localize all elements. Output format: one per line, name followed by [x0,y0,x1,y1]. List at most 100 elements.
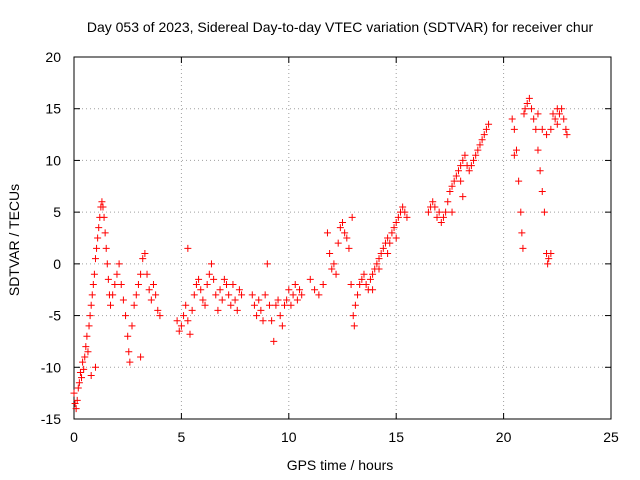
data-point [113,270,121,278]
data-point [93,244,101,252]
data-point [476,141,484,149]
data-point [429,198,437,206]
data-point [538,125,546,133]
data-point [461,151,469,159]
data-point [534,110,542,118]
x-axis-label: GPS time / hours [287,457,394,473]
data-point [457,162,465,170]
data-point [394,213,402,221]
data-point [199,296,207,304]
data-point [99,203,107,211]
data-point [306,275,314,283]
data-point [452,172,460,180]
y-tick-label: 0 [53,256,61,272]
data-point [478,136,486,144]
data-point [512,146,520,154]
y-axis-label: SDTVAR / TECUs [6,184,22,296]
data-point [523,100,531,108]
data-point [248,291,256,299]
data-point [72,405,80,413]
data-point [448,208,456,216]
data-point [238,291,246,299]
data-point [227,301,235,309]
data-point [203,281,211,289]
data-point [134,281,142,289]
data-point [358,275,366,283]
data-point [446,187,454,195]
data-point [291,281,299,289]
data-point [517,208,525,216]
data-point [351,301,359,309]
data-point [281,301,289,309]
x-tick-label: 5 [178,429,186,445]
data-point [195,275,203,283]
data-point [235,286,243,294]
data-point [553,105,561,113]
data-point [233,306,241,314]
data-point [86,312,94,320]
data-point [207,260,215,268]
data-point [375,255,383,263]
data-point [81,353,89,361]
data-point [255,296,263,304]
data-point [225,291,233,299]
data-point [459,156,467,164]
data-point [373,260,381,268]
data-point [87,372,95,380]
data-point [100,213,108,221]
data-point [525,94,533,102]
data-point [184,317,192,325]
data-point [220,275,228,283]
data-point [530,115,538,123]
plot-frame [73,56,612,420]
data-point [102,244,110,252]
data-point [474,146,482,154]
data-point [470,156,478,164]
data-point [343,234,351,242]
data-point [270,337,278,345]
data-point [175,327,183,335]
data-point [377,250,385,258]
data-point [482,125,490,133]
data-point [472,151,480,159]
data-point [520,110,528,118]
data-point [156,312,164,320]
data-point [98,198,106,206]
data-point [551,115,559,123]
data-point [375,265,383,273]
data-point [345,244,353,252]
data-point [263,260,271,268]
data-point [289,291,297,299]
data-point [328,265,336,273]
data-point [560,115,568,123]
data-point [549,110,557,118]
data-point [545,255,553,263]
data-point [480,131,488,139]
data-point [111,281,119,289]
data-point [90,270,98,278]
data-point [336,224,344,232]
data-point [563,131,571,139]
data-point [216,286,224,294]
data-point [276,312,284,320]
data-point [339,218,346,226]
data-point [540,208,548,216]
data-point [521,105,529,113]
data-point [88,291,96,299]
data-point [347,281,355,289]
data-point [197,286,205,294]
data-point [350,322,358,330]
data-point [152,291,160,299]
data-point [117,281,125,289]
data-point [132,291,140,299]
x-tick-label: 25 [603,429,619,445]
data-point [369,286,377,294]
data-point [137,353,145,361]
data-point [444,198,452,206]
data-point [74,384,82,392]
data-point [349,312,357,320]
data-point [212,291,220,299]
data-point [122,312,130,320]
data-point [107,301,115,309]
